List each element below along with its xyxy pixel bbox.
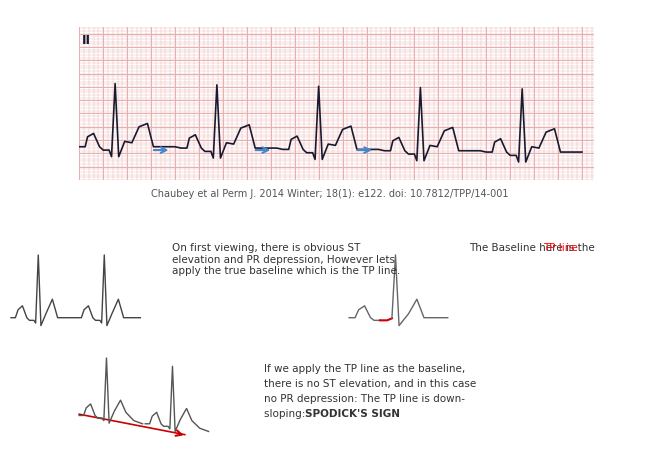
Text: TP line.: TP line. [543, 243, 581, 253]
Text: If we apply the TP line as the baseline,: If we apply the TP line as the baseline, [264, 364, 465, 374]
Text: The Baseline here is the: The Baseline here is the [469, 243, 597, 253]
Text: sloping:: sloping: [264, 409, 309, 419]
Text: II: II [82, 34, 90, 47]
Text: SPODICK'S SIGN: SPODICK'S SIGN [305, 409, 400, 419]
Text: On first viewing, there is obvious ST
elevation and PR depression, However lets
: On first viewing, there is obvious ST el… [172, 243, 400, 276]
Text: Chaubey et al Perm J. 2014 Winter; 18(1): e122. doi: 10.7812/TPP/14-001: Chaubey et al Perm J. 2014 Winter; 18(1)… [151, 189, 509, 199]
Text: no PR depression: The TP line is down-: no PR depression: The TP line is down- [264, 394, 465, 404]
Text: there is no ST elevation, and in this case: there is no ST elevation, and in this ca… [264, 379, 477, 389]
